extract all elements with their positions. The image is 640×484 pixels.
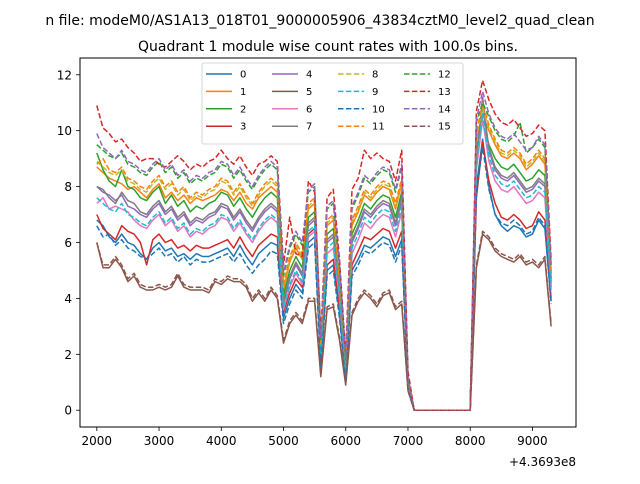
y-tick-label: 10 <box>57 124 72 138</box>
x-tick-label: 9000 <box>517 434 548 448</box>
y-axis: 0 2 4 6 8 10 12 <box>57 68 80 418</box>
x-axis: 2000 3000 4000 5000 6000 7000 8000 9000 <box>82 427 548 448</box>
y-tick-label: 12 <box>57 68 72 82</box>
legend-label-10: 10 <box>372 104 385 115</box>
x-tick-label: 3000 <box>144 434 175 448</box>
legend-label-7: 7 <box>306 122 312 133</box>
legend-label-13: 13 <box>438 87 451 98</box>
legend-label-2: 2 <box>240 104 246 115</box>
series-line-11 <box>96 101 552 411</box>
chart-title: Quadrant 1 module wise count rates with … <box>138 39 518 55</box>
x-axis-offset-label: +4.3693e8 <box>509 455 576 469</box>
legend-box <box>201 62 464 145</box>
series-line-10 <box>96 146 552 411</box>
legend-label-9: 9 <box>372 87 378 98</box>
y-tick-label: 8 <box>64 180 72 194</box>
legend-label-15: 15 <box>438 122 451 133</box>
legend-label-14: 14 <box>438 104 451 115</box>
legend-label-4: 4 <box>306 70 312 81</box>
legend-label-1: 1 <box>240 87 246 98</box>
x-tick-label: 4000 <box>206 434 237 448</box>
legend-label-3: 3 <box>240 122 246 133</box>
y-tick-label: 0 <box>64 404 72 418</box>
plot-lines <box>96 79 552 411</box>
x-tick-label: 6000 <box>330 434 361 448</box>
series-line-14 <box>96 90 552 411</box>
x-tick-label: 5000 <box>268 434 299 448</box>
y-tick-label: 2 <box>64 348 72 362</box>
x-tick-label: 8000 <box>455 434 486 448</box>
legend-label-12: 12 <box>438 70 451 81</box>
series-line-15 <box>96 230 552 411</box>
y-tick-label: 6 <box>64 236 72 250</box>
legend-label-11: 11 <box>372 122 385 133</box>
figure-suptitle: n file: modeM0/AS1A13_018T01_9000005906_… <box>45 13 594 29</box>
x-tick-label: 7000 <box>393 434 424 448</box>
legend-label-8: 8 <box>372 70 378 81</box>
legend-label-6: 6 <box>306 104 312 115</box>
x-tick-label: 2000 <box>82 434 113 448</box>
legend-label-5: 5 <box>306 87 312 98</box>
y-tick-label: 4 <box>64 292 72 306</box>
legend-label-0: 0 <box>240 70 246 81</box>
